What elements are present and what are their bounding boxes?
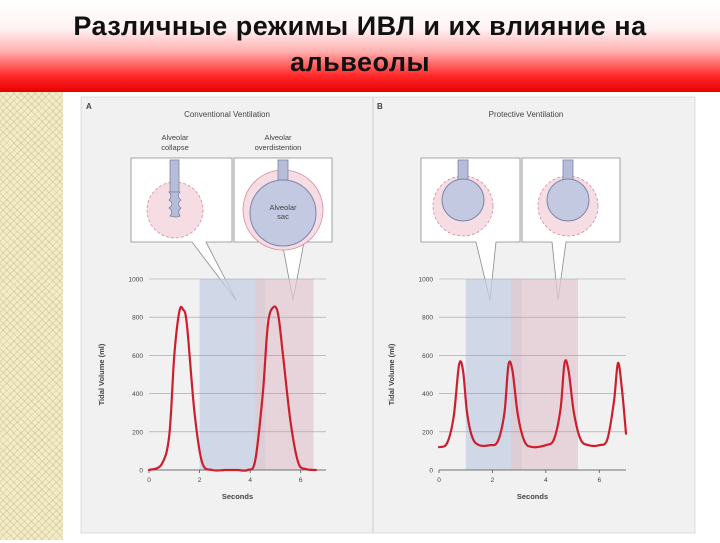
- sac-label-line-1: Alveolar: [269, 203, 297, 212]
- ventilation-figure: A Conventional Ventilation B Protective …: [64, 92, 696, 538]
- figure-svg: A Conventional Ventilation B Protective …: [80, 96, 696, 534]
- y-axis-title-a: Tidal Volume (ml): [97, 343, 106, 405]
- x-axis-title-b: Seconds: [517, 492, 548, 501]
- y-tick-label-a-1000: 1000: [129, 277, 144, 284]
- panel-a-title: Conventional Ventilation: [184, 110, 270, 119]
- x-tick-label-b-4: 4: [544, 477, 548, 484]
- y-tick-label-b-400: 400: [422, 391, 433, 398]
- y-tick-label-b-200: 200: [422, 429, 433, 436]
- protected-alveolus-left-illustration: [432, 159, 494, 237]
- y-tick-label-b-800: 800: [422, 315, 433, 322]
- x-tick-label-a-6: 6: [299, 477, 303, 484]
- shaded-region-a-1: [199, 279, 266, 470]
- protected-alveolus-right-illustration: [537, 159, 599, 237]
- y-tick-label-b-600: 600: [422, 353, 433, 360]
- sac-label-line-2: sac: [277, 212, 289, 221]
- slide-title-line-1: Различные режимы ИВЛ и их влияние на: [73, 11, 647, 41]
- title-banner: [0, 0, 720, 92]
- tidal-volume-line-a-1: [147, 305, 317, 472]
- callout-collapse-line-2: collapse: [161, 143, 189, 152]
- x-axis-title-a: Seconds: [222, 492, 253, 501]
- shaded-region-b-2: [511, 279, 578, 470]
- slide-title: Различные режимы ИВЛ и их влияние на аль…: [0, 8, 720, 80]
- callout-collapse-line-1: Alveolar: [161, 133, 189, 142]
- callout-overdistention-line-1: Alveolar: [264, 133, 292, 142]
- y-tick-label-a-200: 200: [132, 429, 143, 436]
- y-tick-label-a-400: 400: [132, 391, 143, 398]
- chart-b: 0 200 400 600 800 1000 0 2 4 6 Seconds Tidal Volume…: [387, 277, 628, 501]
- y-axis-title-b: Tidal Volume (ml): [387, 343, 396, 405]
- x-tick-label-b-0: 0: [437, 477, 441, 484]
- panel-a-letter: A: [86, 102, 92, 111]
- y-tick-label-a-600: 600: [132, 353, 143, 360]
- callout-overdistention-line-2: overdistention: [255, 143, 302, 152]
- y-tick-label-b-1000: 1000: [419, 277, 434, 284]
- x-tick-label-b-2: 2: [491, 477, 495, 484]
- y-tick-label-a-0: 0: [139, 468, 143, 475]
- y-tick-label-a-800: 800: [132, 315, 143, 322]
- tidal-volume-line-b-1: [437, 359, 628, 449]
- panel-b-title: Protective Ventilation: [489, 110, 564, 119]
- collapsed-alveolus-illustration: [146, 159, 204, 239]
- x-tick-label-b-6: 6: [597, 477, 601, 484]
- x-tick-label-a-4: 4: [248, 477, 252, 484]
- slide-title-line-2: альвеолы: [289, 47, 431, 77]
- chart-a: 0 200 400 600 800 1000 0 2 4 6 Seconds Tidal Volume…: [97, 277, 326, 501]
- decorative-side-pattern: [0, 92, 63, 540]
- x-tick-label-a-0: 0: [147, 477, 151, 484]
- y-tick-label-b-0: 0: [429, 468, 433, 475]
- panel-b-letter: B: [377, 102, 383, 111]
- x-tick-label-a-2: 2: [198, 477, 202, 484]
- overdistended-alveolus-illustration: Alveolar sac: [242, 159, 324, 251]
